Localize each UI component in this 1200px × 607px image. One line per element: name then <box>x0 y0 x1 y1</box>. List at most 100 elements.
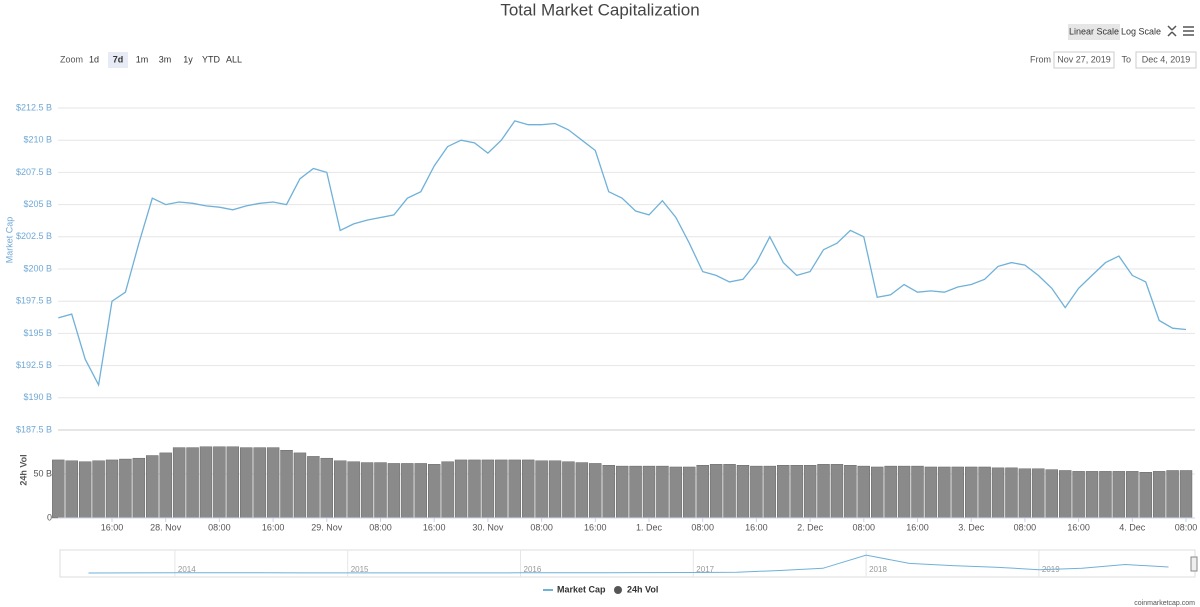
y-tick-label: 50 B <box>33 468 52 478</box>
x-tick-label: 4. Dec <box>1119 522 1146 532</box>
navigator-label: 2017 <box>696 565 714 574</box>
y-tick-label: $212.5 B <box>16 102 52 112</box>
bar <box>575 462 589 519</box>
bar <box>172 447 186 519</box>
chart-title: Total Market Capitalization <box>500 0 699 19</box>
bar <box>844 465 857 519</box>
bar <box>1152 471 1166 519</box>
chart-icons <box>1167 25 1194 37</box>
bar <box>146 455 159 519</box>
bar <box>441 461 454 519</box>
bar <box>52 459 65 519</box>
fullscreen-icon[interactable] <box>1167 25 1177 37</box>
zoom-button-bg[interactable] <box>108 52 128 68</box>
bar <box>709 464 723 519</box>
bar <box>803 465 817 519</box>
navigator-label: 2018 <box>869 565 887 574</box>
to-date[interactable]: Dec 4, 2019 <box>1142 54 1191 64</box>
x-tick-label: 16:00 <box>584 522 607 532</box>
bar <box>535 460 548 519</box>
zoom-button[interactable]: 1m <box>136 54 149 64</box>
bar <box>307 456 320 519</box>
bar <box>1166 470 1179 519</box>
bar <box>401 463 414 519</box>
bar <box>320 457 333 519</box>
bar <box>723 464 736 519</box>
x-tick-label: 30. Nov <box>472 522 504 532</box>
legend-symbol[interactable] <box>614 586 622 594</box>
bar <box>428 464 441 519</box>
bar <box>830 464 844 519</box>
y-tick-label: $190 B <box>23 392 52 402</box>
zoom-button[interactable]: 7d <box>113 54 124 64</box>
bar <box>589 463 602 519</box>
bar <box>911 465 924 519</box>
bar <box>481 459 495 519</box>
bar <box>978 466 991 519</box>
bar <box>1112 471 1126 519</box>
bar <box>857 465 870 519</box>
bar <box>924 466 938 519</box>
x-tick-label: 29. Nov <box>311 522 343 532</box>
bar <box>1072 471 1085 519</box>
bar <box>186 447 199 519</box>
legend-label[interactable]: Market Cap <box>557 584 606 594</box>
bar <box>884 465 897 519</box>
bar <box>119 458 132 519</box>
bar <box>1085 471 1099 519</box>
navigator-line <box>88 554 1169 574</box>
y-tick-label: $195 B <box>23 328 52 338</box>
bar <box>240 447 253 519</box>
legend-label[interactable]: 24h Vol <box>627 584 658 594</box>
x-tick-label: 16:00 <box>745 522 768 532</box>
bar <box>266 447 280 519</box>
bar <box>548 460 562 519</box>
bar <box>414 463 427 519</box>
bar <box>602 465 615 519</box>
zoom-button[interactable]: ALL <box>226 54 242 64</box>
bar <box>495 459 508 519</box>
to-input[interactable] <box>1135 51 1197 69</box>
from-date[interactable]: Nov 27, 2019 <box>1057 54 1111 64</box>
scale-button[interactable]: Log Scale <box>1121 26 1161 36</box>
y-tick-label: $197.5 B <box>16 296 52 306</box>
bar <box>468 459 481 519</box>
bar <box>105 459 119 519</box>
bar <box>347 461 360 519</box>
menu-icon[interactable] <box>1183 26 1194 36</box>
scale-button[interactable]: Linear Scale <box>1069 26 1119 36</box>
credit: coinmarketcap.com <box>1134 600 1195 607</box>
bar <box>1005 467 1018 519</box>
x-tick-label: 16:00 <box>423 522 446 532</box>
zoom-button[interactable]: 3m <box>159 54 172 64</box>
bar <box>1018 468 1032 519</box>
y-tick-label: $202.5 B <box>16 231 52 241</box>
bar <box>615 465 629 519</box>
bar <box>696 465 709 519</box>
zoom-button[interactable]: 1y <box>183 54 193 64</box>
bar <box>226 446 240 519</box>
zoom-button[interactable]: 1d <box>89 54 99 64</box>
navigator-handle[interactable] <box>1190 556 1198 572</box>
zoom-button[interactable]: YTD <box>202 54 221 64</box>
bar <box>199 446 213 519</box>
bar <box>92 460 105 519</box>
bar <box>213 446 226 519</box>
x-tick-label: 08:00 <box>369 522 392 532</box>
bar <box>965 466 978 519</box>
bar <box>293 452 307 519</box>
bar <box>454 459 468 519</box>
bar <box>78 461 92 519</box>
bar <box>629 465 642 519</box>
x-tick-label: 08:00 <box>208 522 231 532</box>
bar <box>750 465 763 519</box>
from-input[interactable] <box>1053 51 1115 69</box>
x-tick-label: 08:00 <box>530 522 553 532</box>
bar <box>132 457 146 519</box>
bar <box>1058 470 1072 519</box>
bar <box>871 466 884 519</box>
y-tick-label: $207.5 B <box>16 167 52 177</box>
x-tick-label: 16:00 <box>906 522 929 532</box>
scale-button-bg[interactable] <box>1068 24 1120 40</box>
bar <box>790 465 803 519</box>
